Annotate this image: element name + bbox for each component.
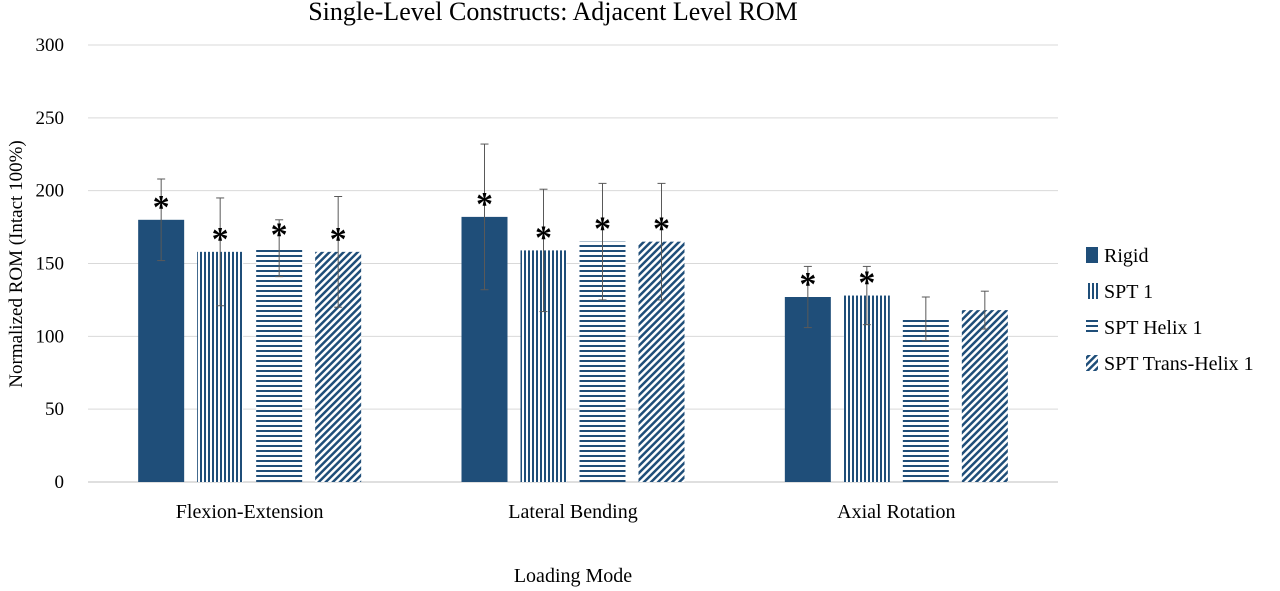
x-tick-label: Axial Rotation bbox=[837, 501, 955, 523]
bar bbox=[138, 219, 185, 483]
gridlines bbox=[88, 44, 1058, 483]
significance-star: * bbox=[330, 221, 347, 258]
legend-label: SPT 1 bbox=[1104, 281, 1153, 303]
x-tick-label: Lateral Bending bbox=[508, 501, 637, 523]
legend-label: SPT Trans-Helix 1 bbox=[1104, 353, 1254, 375]
x-axis-label: Loading Mode bbox=[514, 565, 632, 587]
bars bbox=[138, 216, 1008, 483]
significance-star: * bbox=[153, 189, 170, 226]
significance-star: * bbox=[799, 266, 816, 303]
y-tick-label: 250 bbox=[36, 108, 65, 129]
significance-markers: * * * * * * * * * * bbox=[153, 186, 876, 303]
y-tick-label: 100 bbox=[36, 326, 65, 347]
legend-swatch bbox=[1086, 247, 1098, 263]
y-tick-label: 150 bbox=[36, 254, 65, 275]
legend-swatch bbox=[1086, 355, 1098, 371]
y-tick-label: 0 bbox=[55, 472, 65, 493]
bar bbox=[961, 310, 1008, 482]
x-axis-category-labels: Flexion-Extension Lateral Bending Axial Ro… bbox=[176, 501, 956, 523]
significance-star: * bbox=[271, 216, 288, 253]
error-bars bbox=[157, 143, 989, 342]
legend: Rigid SPT 1 SPT Helix 1 SPT Trans-Helix 1 bbox=[1086, 245, 1254, 375]
legend-label: SPT Helix 1 bbox=[1104, 317, 1203, 339]
x-tick-label: Flexion-Extension bbox=[176, 501, 324, 523]
bar bbox=[256, 247, 303, 482]
bar bbox=[843, 295, 890, 482]
legend-swatch bbox=[1086, 319, 1098, 335]
significance-star: * bbox=[594, 211, 611, 248]
y-axis-ticks: 0 50 100 150 200 250 300 bbox=[36, 35, 65, 493]
bar bbox=[902, 318, 949, 482]
y-tick-label: 200 bbox=[36, 181, 65, 202]
chart-title: Single-Level Constructs: Adjacent Level … bbox=[308, 0, 798, 26]
y-tick-label: 50 bbox=[45, 399, 64, 420]
y-axis-label: Normalized ROM (Intact 100%) bbox=[6, 140, 27, 387]
legend-swatch bbox=[1086, 283, 1098, 299]
significance-star: * bbox=[212, 221, 229, 258]
significance-star: * bbox=[535, 219, 552, 256]
legend-label: Rigid bbox=[1104, 245, 1148, 267]
significance-star: * bbox=[858, 265, 875, 302]
significance-star: * bbox=[476, 186, 493, 223]
significance-star: * bbox=[653, 211, 670, 248]
y-tick-label: 300 bbox=[36, 35, 65, 56]
